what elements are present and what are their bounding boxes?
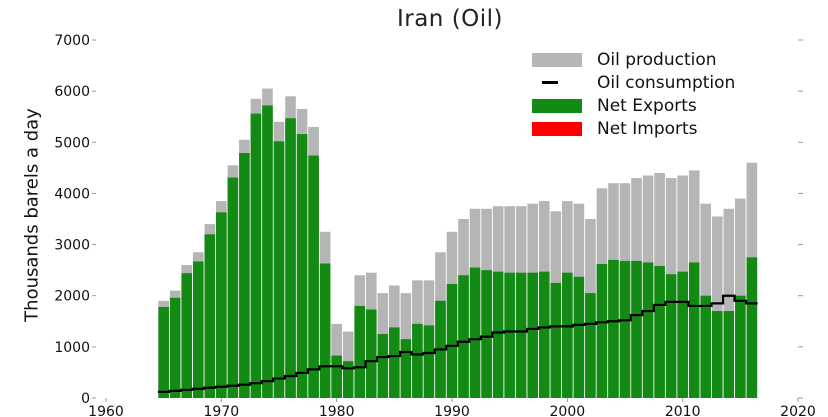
net-exports-bar xyxy=(492,271,504,398)
net-exports-bar xyxy=(677,271,688,398)
net-exports-bar xyxy=(227,177,239,398)
legend-label-production: Oil production xyxy=(597,49,717,70)
net-exports-bar xyxy=(573,276,585,398)
x-tick-label: 2020 xyxy=(780,404,816,417)
net-exports-bar xyxy=(423,325,435,398)
net-exports-bar xyxy=(342,361,354,398)
y-tick-label: 6000 xyxy=(54,84,90,100)
net-exports-bar xyxy=(412,323,423,398)
chart-title: Iran (Oil) xyxy=(396,6,504,32)
net-exports-bar xyxy=(723,311,735,398)
net-exports-bar xyxy=(469,267,481,398)
y-tick-label: 0 xyxy=(81,391,90,407)
net-exports-bar xyxy=(389,327,400,398)
x-tick-label: 2000 xyxy=(550,404,586,417)
net-exports-bar xyxy=(746,257,758,398)
legend-label-net-imports: Net Imports xyxy=(597,118,698,139)
production-bar xyxy=(711,216,723,398)
net-exports-bar xyxy=(550,282,562,398)
net-exports-bar xyxy=(250,113,262,398)
net-exports-bar xyxy=(481,270,492,398)
y-tick-label: 4000 xyxy=(54,186,90,202)
net-exports-bar xyxy=(446,283,458,398)
net-exports-bar xyxy=(319,263,331,398)
y-tick-label: 5000 xyxy=(54,135,90,151)
net-exports-bar xyxy=(700,295,712,398)
net-exports-bar xyxy=(642,262,654,398)
legend-item-consumption: Oil consumption xyxy=(532,71,735,94)
legend-swatch-consumption xyxy=(542,81,558,84)
net-exports-bar xyxy=(308,155,319,398)
legend-item-net-imports: Net Imports xyxy=(532,117,735,140)
legend-swatch-production xyxy=(532,52,582,67)
net-exports-bar xyxy=(585,293,596,398)
net-exports-bar xyxy=(400,339,412,398)
legend-item-net-exports: Net Exports xyxy=(532,94,735,117)
net-exports-bar xyxy=(527,272,539,398)
legend-label-consumption: Oil consumption xyxy=(597,72,736,93)
net-exports-bar xyxy=(665,274,677,398)
net-exports-bar xyxy=(608,259,619,398)
net-exports-bar xyxy=(538,271,550,398)
legend-swatch-net-exports xyxy=(532,98,582,113)
net-exports-bar xyxy=(711,311,723,398)
net-exports-bar xyxy=(631,260,642,398)
net-exports-bar xyxy=(273,141,285,398)
net-exports-bar xyxy=(262,105,273,398)
net-exports-bar xyxy=(181,273,193,398)
net-exports-bar xyxy=(365,309,377,398)
net-exports-bar xyxy=(735,295,746,398)
net-exports-bar xyxy=(204,234,216,398)
x-tick-label: 1990 xyxy=(434,404,470,417)
net-exports-bar xyxy=(562,272,573,398)
net-exports-bar xyxy=(377,334,389,398)
net-exports-bar xyxy=(158,306,169,398)
x-tick-label: 1980 xyxy=(319,404,355,417)
net-exports-bar xyxy=(654,266,665,398)
legend: Oil production Oil consumption Net Expor… xyxy=(532,48,735,140)
net-exports-bar xyxy=(458,275,469,398)
legend-swatch-net-imports xyxy=(532,121,582,136)
legend-label-net-exports: Net Exports xyxy=(597,95,697,116)
net-exports-bar xyxy=(354,305,366,398)
y-tick-label: 3000 xyxy=(54,238,90,254)
consumption-line xyxy=(157,294,758,393)
net-exports-bar xyxy=(169,297,181,398)
x-tick-label: 2010 xyxy=(665,404,701,417)
net-exports-bar xyxy=(515,272,527,398)
net-exports-bar xyxy=(596,264,608,398)
net-exports-bar xyxy=(192,261,204,398)
net-exports-bar xyxy=(331,355,342,398)
y-tick-label: 7000 xyxy=(54,33,90,49)
y-tick-label: 2000 xyxy=(54,289,90,305)
production-bar xyxy=(723,208,735,398)
net-exports-bar xyxy=(619,260,631,398)
legend-item-production: Oil production xyxy=(532,48,735,71)
net-exports-bar xyxy=(504,272,515,398)
net-exports-bar xyxy=(296,134,308,399)
x-tick-label: 1960 xyxy=(88,404,124,417)
net-exports-bar xyxy=(285,118,296,399)
net-exports-bar xyxy=(239,153,250,398)
net-exports-bar xyxy=(216,212,227,398)
net-exports-bar xyxy=(688,262,700,398)
x-tick-label: 1970 xyxy=(204,404,240,417)
y-tick-label: 1000 xyxy=(54,340,90,356)
